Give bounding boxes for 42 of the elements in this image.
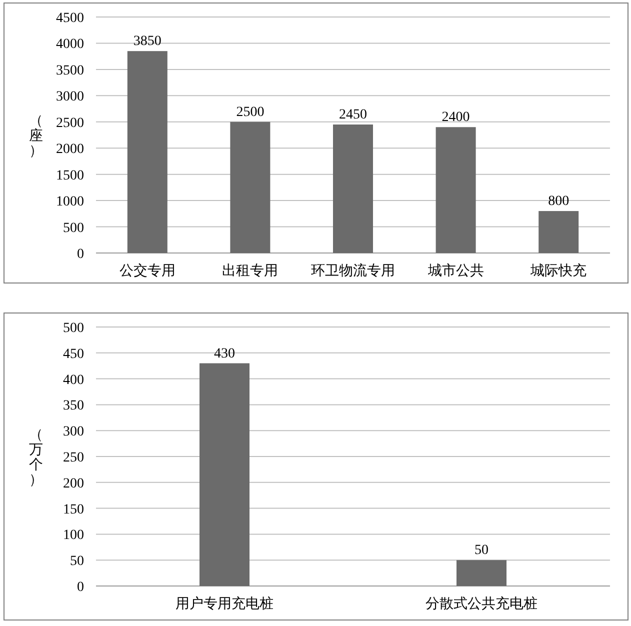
data-label: 2400 — [442, 110, 470, 126]
y-tick-label: 2500 — [56, 116, 84, 131]
data-label: 430 — [214, 346, 235, 362]
data-label: 2450 — [339, 108, 367, 123]
x-tick-label: 城际快充 — [530, 263, 587, 279]
y-tick-label: 100 — [63, 528, 84, 544]
x-tick-label: 环卫物流专用 — [311, 263, 395, 279]
x-tick-label: 分散式公共充电桩 — [426, 596, 538, 612]
y-tick-label: 200 — [63, 476, 84, 492]
y-tick-label: 500 — [63, 321, 84, 336]
y-tick-label: 1000 — [56, 194, 84, 210]
y-tick-label: 3500 — [56, 63, 84, 78]
y-tick-label: 0 — [77, 247, 84, 262]
y-tick-label: 4000 — [56, 37, 84, 52]
y-tick-label: 250 — [63, 450, 84, 466]
y-tick-label: 1500 — [56, 168, 84, 184]
y-tick-label: 350 — [63, 398, 84, 414]
x-tick-label: 公交专用 — [119, 263, 176, 279]
data-label: 3850 — [133, 34, 162, 50]
y-tick-label: 2000 — [56, 142, 84, 158]
bar — [436, 127, 476, 253]
y-axis-title: （万个） — [29, 428, 43, 488]
y-tick-label: 500 — [63, 220, 84, 236]
bar — [230, 122, 270, 253]
data-label: 50 — [474, 543, 488, 558]
data-label: 800 — [548, 194, 570, 210]
x-tick-label: 城市公共 — [426, 263, 484, 279]
y-tick-label: 450 — [63, 346, 84, 362]
y-tick-label: 0 — [77, 580, 84, 595]
y-tick-label: 400 — [63, 372, 84, 388]
y-tick-label: 300 — [63, 424, 84, 440]
y-tick-label: 3000 — [56, 90, 84, 105]
x-tick-label: 出租专用 — [222, 263, 278, 279]
y-tick-label: 50 — [70, 554, 84, 570]
bar — [538, 211, 579, 253]
y-tick-label: 150 — [63, 502, 84, 518]
x-tick-label: 用户专用充电桩 — [176, 596, 274, 612]
y-axis-title: （座） — [29, 114, 43, 159]
y-tick-label: 4500 — [56, 11, 84, 26]
bar — [333, 124, 373, 253]
data-label: 2500 — [236, 104, 264, 120]
bar — [127, 51, 168, 253]
